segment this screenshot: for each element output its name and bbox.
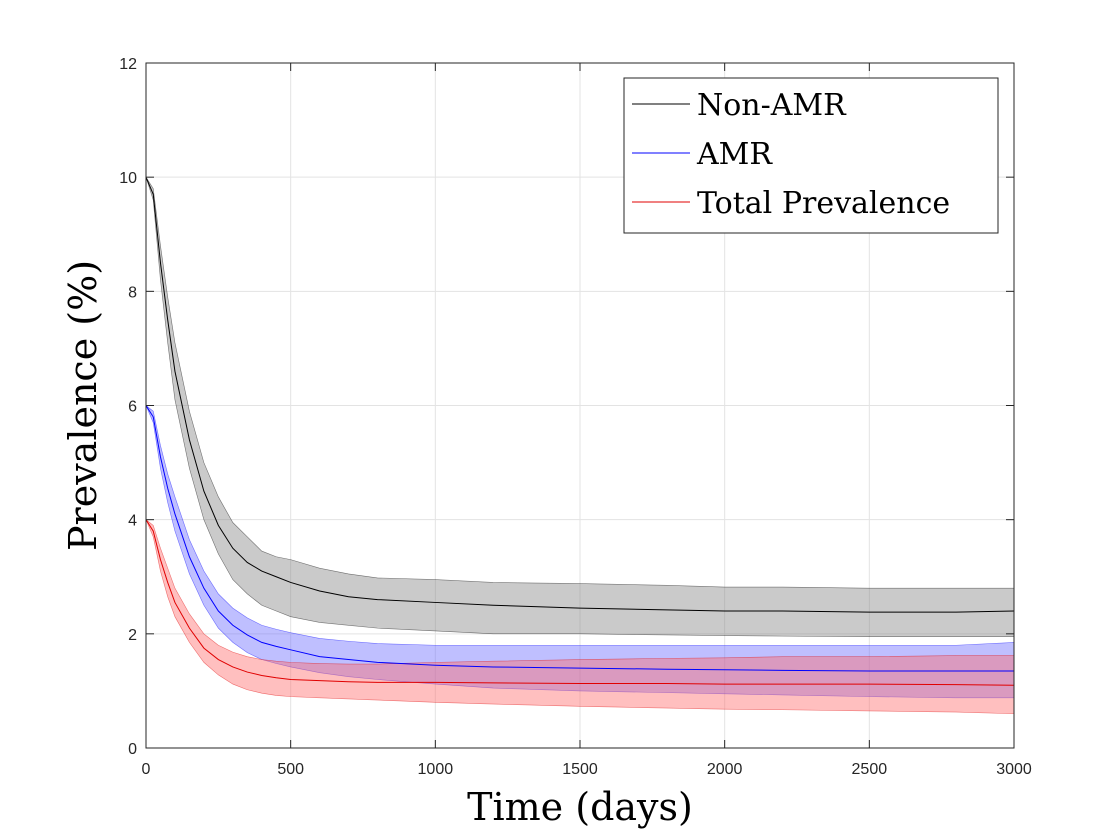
- legend-items: Non-AMR AMR Total Prevalence: [632, 88, 950, 221]
- y-tick-label: 8: [128, 284, 137, 301]
- x-tick-label: 2500: [852, 761, 888, 778]
- x-tick-label: 500: [277, 761, 304, 778]
- x-tick-label: 0: [142, 761, 151, 778]
- y-tick-label: 6: [128, 399, 137, 416]
- x-axis-label: Time (days): [467, 785, 693, 829]
- y-axis-ticks: 0 2 4 6 8 10 12: [119, 56, 1014, 758]
- y-tick-label: 12: [119, 56, 137, 73]
- x-tick-label: 2000: [707, 761, 743, 778]
- x-tick-label: 1000: [418, 761, 454, 778]
- legend: Non-AMR AMR Total Prevalence: [623, 77, 999, 234]
- y-tick-label: 4: [128, 513, 137, 530]
- non-amr-line: [145, 176, 1015, 748]
- x-axis-ticks: 0 500 1000 1500 2000 2500 3000: [142, 63, 1032, 778]
- legend-label-total-prevalence: Total Prevalence: [697, 186, 950, 221]
- y-tick-label: 0: [128, 741, 137, 758]
- x-tick-label: 1500: [562, 761, 598, 778]
- x-tick-label: 3000: [996, 761, 1032, 778]
- amr-line: [145, 403, 1014, 748]
- total-prevalence-line: [145, 517, 1015, 748]
- y-tick-label: 2: [128, 627, 137, 644]
- y-axis-label: Prevalence (%): [61, 260, 105, 551]
- legend-label-amr: AMR: [696, 137, 773, 172]
- y-tick-label: 10: [119, 170, 137, 187]
- legend-label-non-amr: Non-AMR: [697, 88, 847, 123]
- series-lines: [145, 176, 1015, 748]
